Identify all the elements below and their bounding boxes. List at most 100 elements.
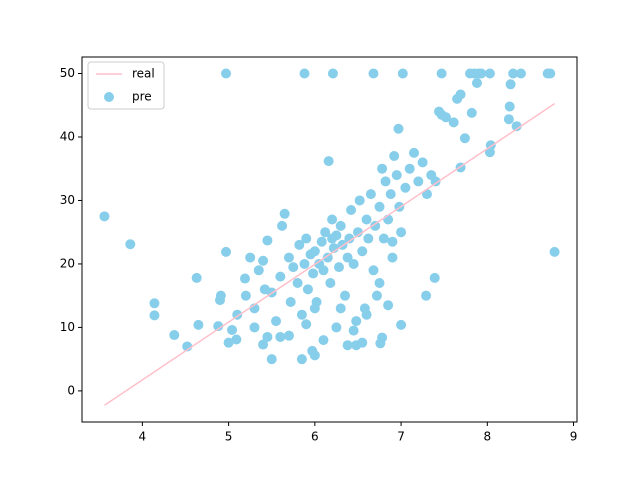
- scatter-point: [223, 337, 234, 348]
- scatter-point: [421, 189, 432, 200]
- x-tick-label: 9: [570, 430, 578, 444]
- scatter-point: [299, 258, 310, 269]
- scatter-point: [169, 330, 180, 341]
- x-tick-label: 4: [139, 430, 147, 444]
- scatter-point: [342, 252, 353, 263]
- scatter-point: [417, 157, 428, 168]
- scatter-point: [361, 309, 372, 320]
- axes-frame: [81, 56, 578, 423]
- scatter-point: [448, 117, 459, 128]
- scatter-point: [357, 337, 368, 348]
- scatter-point: [240, 290, 251, 301]
- scatter-point: [327, 214, 338, 225]
- scatter-point: [383, 300, 394, 311]
- scatter-point: [344, 233, 355, 244]
- scatter-point: [363, 233, 374, 244]
- scatter-point: [322, 252, 333, 263]
- scatter-point: [385, 189, 396, 200]
- scatter-point: [285, 297, 296, 308]
- scatter-point: [387, 236, 398, 247]
- scatter-point: [331, 322, 342, 333]
- scatter-point: [348, 258, 359, 269]
- scatter-point: [391, 170, 402, 181]
- scatter-point: [227, 324, 238, 335]
- scatter-point: [283, 252, 294, 263]
- scatter-point: [404, 163, 415, 174]
- scatter-point: [351, 316, 362, 327]
- scatter-point: [377, 163, 388, 174]
- scatter-point: [283, 330, 294, 341]
- scatter-point: [320, 227, 331, 238]
- scatter-point: [302, 284, 313, 295]
- scatter-point: [484, 147, 495, 158]
- scatter-point: [275, 271, 286, 282]
- scatter-point: [335, 220, 346, 231]
- legend-label: pre: [132, 90, 152, 104]
- scatter-point: [400, 182, 411, 193]
- scatter-point: [239, 273, 250, 284]
- scatter-point: [262, 331, 273, 342]
- scatter-point: [249, 322, 260, 333]
- scatter-point: [221, 246, 232, 257]
- scatter-point: [296, 354, 307, 365]
- scatter-point: [430, 176, 441, 187]
- scatter-point: [471, 78, 482, 89]
- scatter-point: [421, 290, 432, 301]
- scatter-point: [436, 68, 447, 79]
- y-tick-label: 40: [60, 129, 75, 143]
- regression-line: [104, 103, 555, 406]
- scatter-point: [301, 319, 312, 330]
- y-tick-label: 30: [60, 193, 75, 207]
- scatter-point: [316, 236, 327, 247]
- scatter-point: [409, 147, 420, 158]
- y-tick-label: 0: [67, 383, 75, 397]
- scatter-point: [325, 277, 336, 288]
- scatter-point: [191, 272, 202, 283]
- scatter-point: [149, 298, 160, 309]
- scatter-point: [387, 252, 398, 263]
- scatter-point: [301, 233, 312, 244]
- scatter-point: [213, 321, 224, 332]
- scatter-point: [452, 93, 463, 104]
- scatter-point: [318, 265, 329, 276]
- scatter-point: [397, 68, 408, 79]
- scatter-point: [459, 133, 470, 144]
- x-tick-label: 7: [397, 430, 405, 444]
- scatter-point: [335, 303, 346, 314]
- x-tick-label: 6: [311, 430, 319, 444]
- scatter-point: [504, 101, 515, 112]
- scatter-point: [253, 265, 264, 276]
- scatter-point: [377, 332, 388, 343]
- scatter-point: [125, 239, 136, 250]
- scatter-point: [277, 220, 288, 231]
- scatter-point: [275, 331, 286, 342]
- scatter-point: [323, 156, 334, 167]
- scatter-point: [99, 211, 110, 222]
- scatter-point: [374, 277, 385, 288]
- scatter-point: [429, 272, 440, 283]
- scatter-point: [374, 201, 385, 212]
- scatter-point: [259, 284, 270, 295]
- scatter-point: [515, 68, 526, 79]
- scatter-point: [466, 107, 477, 118]
- scatter-point: [365, 189, 376, 200]
- scatter-point: [413, 176, 424, 187]
- scatter-point: [346, 204, 357, 215]
- scatter-point: [368, 265, 379, 276]
- scatter-point: [327, 233, 338, 244]
- scatter-point: [294, 239, 305, 250]
- scatter-point: [545, 68, 556, 79]
- scatter-point: [340, 290, 351, 301]
- scatter-point: [299, 68, 310, 79]
- scatter-point: [389, 151, 400, 162]
- scatter-point: [371, 290, 382, 301]
- scatter-point: [258, 339, 269, 350]
- scatter-point: [288, 262, 299, 273]
- scatter-point: [318, 335, 329, 346]
- scatter-point: [215, 290, 226, 301]
- scatter-point: [352, 227, 363, 238]
- scatter-point: [231, 334, 242, 345]
- scatter-point: [258, 255, 269, 266]
- y-tick-label: 50: [60, 66, 75, 80]
